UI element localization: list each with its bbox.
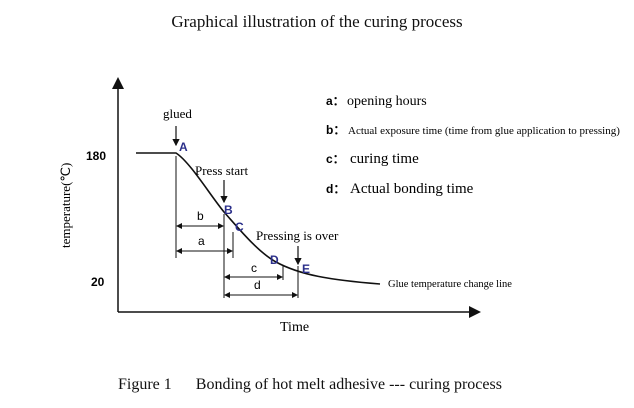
interval-d-label: d	[254, 278, 261, 292]
legend-key-a: a：	[326, 94, 345, 108]
legend-text-c: curing time	[350, 151, 419, 167]
press-start-label: Press start	[195, 163, 248, 178]
interval-b-label: b	[197, 209, 204, 223]
diagram-title: Graphical illustration of the curing pro…	[171, 12, 463, 31]
legend-text-a: opening hours	[347, 94, 427, 109]
y-tick-180: 180	[86, 149, 106, 163]
legend-key-b: b：	[326, 123, 345, 137]
legend-text-b: Actual exposure time (time from glue app…	[348, 125, 620, 137]
legend-key-c: c：	[326, 152, 345, 166]
pressing-over-label: Pressing is over	[256, 228, 339, 243]
legend: a： opening hours b： Actual exposure time…	[326, 94, 620, 197]
point-a-label: A	[179, 140, 188, 154]
point-d-label: D	[270, 253, 279, 267]
point-c-label: C	[235, 220, 244, 234]
y-axis-label: temperature(℃)	[58, 163, 73, 248]
glue-temperature-curve	[136, 152, 381, 285]
y-tick-20: 20	[91, 275, 105, 289]
figure-caption: Figure 1 Bonding of hot melt adhesive --…	[118, 376, 502, 393]
point-b-label: B	[224, 203, 233, 217]
x-axis-label: Time	[280, 320, 309, 335]
legend-text-d: Actual bonding time	[350, 181, 474, 197]
point-e-label: E	[302, 262, 310, 276]
legend-key-d: d：	[326, 182, 345, 196]
interval-c-label: c	[251, 261, 257, 275]
curve-label: Glue temperature change line	[388, 279, 512, 290]
interval-a-label: a	[198, 234, 205, 248]
glued-label: glued	[163, 106, 192, 121]
